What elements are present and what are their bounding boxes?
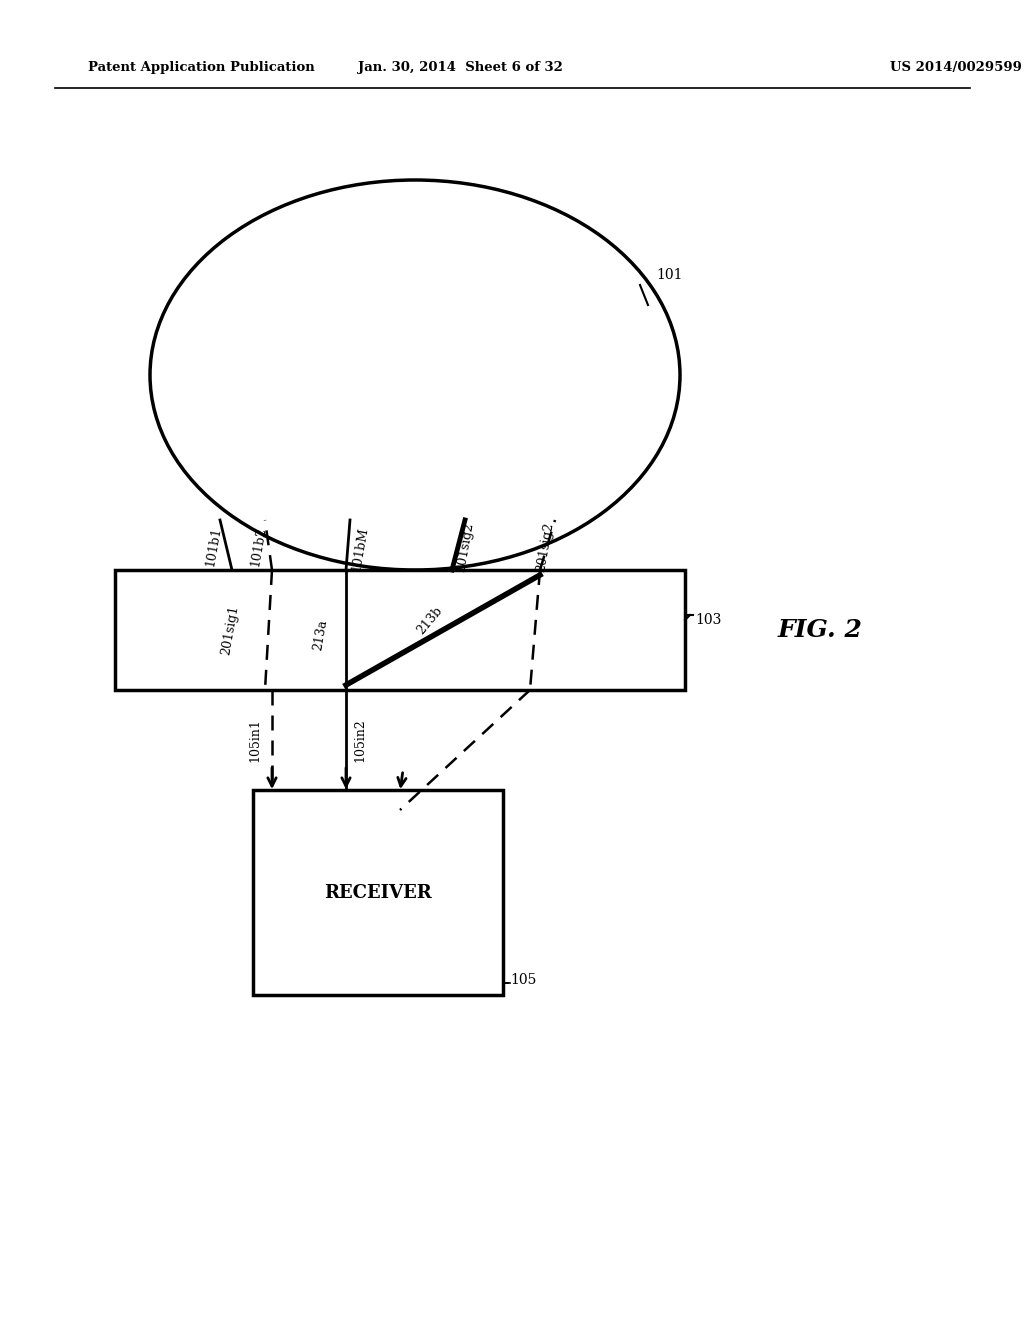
Text: Patent Application Publication: Patent Application Publication <box>88 62 314 74</box>
Text: 201sig2: 201sig2 <box>455 521 476 573</box>
Text: 101b1: 101b1 <box>203 527 223 568</box>
Text: 103: 103 <box>695 612 721 627</box>
Text: US 2014/0029599 A1: US 2014/0029599 A1 <box>890 62 1024 74</box>
Bar <box>115 570 685 690</box>
Text: 201sig2: 201sig2 <box>535 521 556 573</box>
Text: 105in1: 105in1 <box>249 718 261 762</box>
Text: 213b: 213b <box>415 603 445 636</box>
Text: 201sig1: 201sig1 <box>219 605 241 656</box>
Text: FIG. 2: FIG. 2 <box>777 618 862 642</box>
Text: 105: 105 <box>510 973 537 987</box>
Text: Jan. 30, 2014  Sheet 6 of 32: Jan. 30, 2014 Sheet 6 of 32 <box>357 62 562 74</box>
Text: 213a: 213a <box>311 619 329 652</box>
Bar <box>253 789 503 995</box>
Text: 101bM: 101bM <box>349 525 371 573</box>
Text: 105in2: 105in2 <box>353 718 367 762</box>
Text: RECEIVER: RECEIVER <box>325 883 432 902</box>
Text: 101b2: 101b2 <box>248 527 268 568</box>
Text: 101: 101 <box>656 268 683 282</box>
